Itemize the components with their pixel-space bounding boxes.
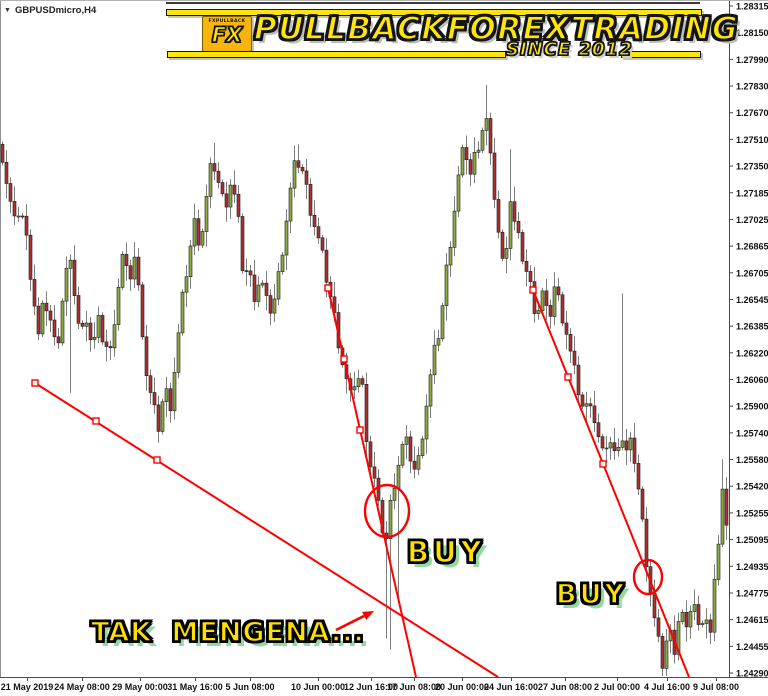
svg-text:1.26060: 1.26060 xyxy=(736,375,768,385)
svg-text:1.27025: 1.27025 xyxy=(736,215,768,225)
time-axis[interactable]: 21 May 2019 24 May 08:00 29 May 00:00 31 Ma… xyxy=(1,677,739,692)
dropdown-arrow-icon[interactable]: ▼ xyxy=(4,7,11,14)
svg-text:1.26385: 1.26385 xyxy=(736,322,768,332)
svg-text:10 Jun 00:00: 10 Jun 00:00 xyxy=(291,682,345,692)
svg-text:21 May 2019: 21 May 2019 xyxy=(1,682,54,692)
fx-logo-badge: FXPULLBACK FX xyxy=(202,16,252,52)
svg-text:1.27990: 1.27990 xyxy=(736,55,768,65)
drawing-objects-layer[interactable] xyxy=(31,284,690,678)
svg-text:1.24935: 1.24935 xyxy=(736,562,768,572)
svg-text:1.26545: 1.26545 xyxy=(736,295,768,305)
svg-text:1.27830: 1.27830 xyxy=(736,82,768,92)
svg-text:2 Jul 00:00: 2 Jul 00:00 xyxy=(594,682,640,692)
svg-text:1.25095: 1.25095 xyxy=(736,535,768,545)
svg-text:1.24615: 1.24615 xyxy=(736,615,768,625)
symbol-period-text: GBPUSDmicro,H4 xyxy=(14,5,97,16)
axis-frame xyxy=(0,0,768,678)
banner-top-line xyxy=(166,2,700,4)
banner-subtitle: SINCE 2012 xyxy=(505,38,633,60)
svg-text:24 Jun 16:00: 24 Jun 16:00 xyxy=(484,682,538,692)
svg-text:1.25900: 1.25900 xyxy=(736,402,768,412)
banner-title: PULLBACKFOREXTRADING xyxy=(253,10,739,48)
svg-text:20 Jun 00:00: 20 Jun 00:00 xyxy=(435,682,489,692)
buy-label-2[interactable]: BUY xyxy=(555,578,628,611)
svg-text:1.25580: 1.25580 xyxy=(736,455,768,465)
svg-text:1.25255: 1.25255 xyxy=(736,508,768,518)
svg-text:1.24775: 1.24775 xyxy=(736,588,768,598)
svg-text:17 Jun 08:00: 17 Jun 08:00 xyxy=(387,682,441,692)
symbol-label[interactable]: ▼ GBPUSDmicro,H4 xyxy=(4,5,96,16)
svg-text:1.27350: 1.27350 xyxy=(736,162,768,172)
svg-text:1.26865: 1.26865 xyxy=(736,242,768,252)
svg-text:1.26220: 1.26220 xyxy=(736,348,768,358)
fx-badge-small-text: FXPULLBACK xyxy=(208,19,246,24)
svg-text:1.27510: 1.27510 xyxy=(736,135,768,145)
svg-text:1.28315: 1.28315 xyxy=(736,2,768,12)
logo-banner: FXPULLBACK FX PULLBACKFOREXTRADING SINCE… xyxy=(166,0,738,80)
svg-text:5 Jun 08:00: 5 Jun 08:00 xyxy=(225,682,274,692)
note-label[interactable]: TAK MENGENA... xyxy=(90,616,365,649)
svg-text:31 May 16:00: 31 May 16:00 xyxy=(167,682,223,692)
svg-text:1.27185: 1.27185 xyxy=(736,188,768,198)
buy-label-1[interactable]: BUY xyxy=(406,534,486,570)
banner-bottom-rule-left xyxy=(167,51,506,58)
svg-text:1.24290: 1.24290 xyxy=(736,669,768,679)
svg-text:1.24455: 1.24455 xyxy=(736,642,768,652)
svg-text:1.27670: 1.27670 xyxy=(736,108,768,118)
banner-bottom-rule-right xyxy=(621,51,701,58)
svg-text:27 Jun 08:00: 27 Jun 08:00 xyxy=(538,682,592,692)
svg-text:24 May 08:00: 24 May 08:00 xyxy=(54,682,110,692)
svg-text:1.26705: 1.26705 xyxy=(736,268,768,278)
svg-text:1.25420: 1.25420 xyxy=(736,482,768,492)
svg-text:12 Jun 16:00: 12 Jun 16:00 xyxy=(344,682,398,692)
svg-text:29 May 00:00: 29 May 00:00 xyxy=(112,682,168,692)
svg-text:4 Jul 16:00: 4 Jul 16:00 xyxy=(644,682,690,692)
candles-layer[interactable] xyxy=(0,84,729,676)
svg-text:9 Jul 08:00: 9 Jul 08:00 xyxy=(693,682,739,692)
svg-text:1.25740: 1.25740 xyxy=(736,428,768,438)
svg-text:1.28150: 1.28150 xyxy=(736,28,768,38)
fx-badge-text: FX xyxy=(211,23,243,48)
price-axis[interactable]: 1.28315 1.28150 1.27990 1.27830 1.27670 1.275… xyxy=(729,2,768,679)
banner-top-rule xyxy=(166,9,702,16)
